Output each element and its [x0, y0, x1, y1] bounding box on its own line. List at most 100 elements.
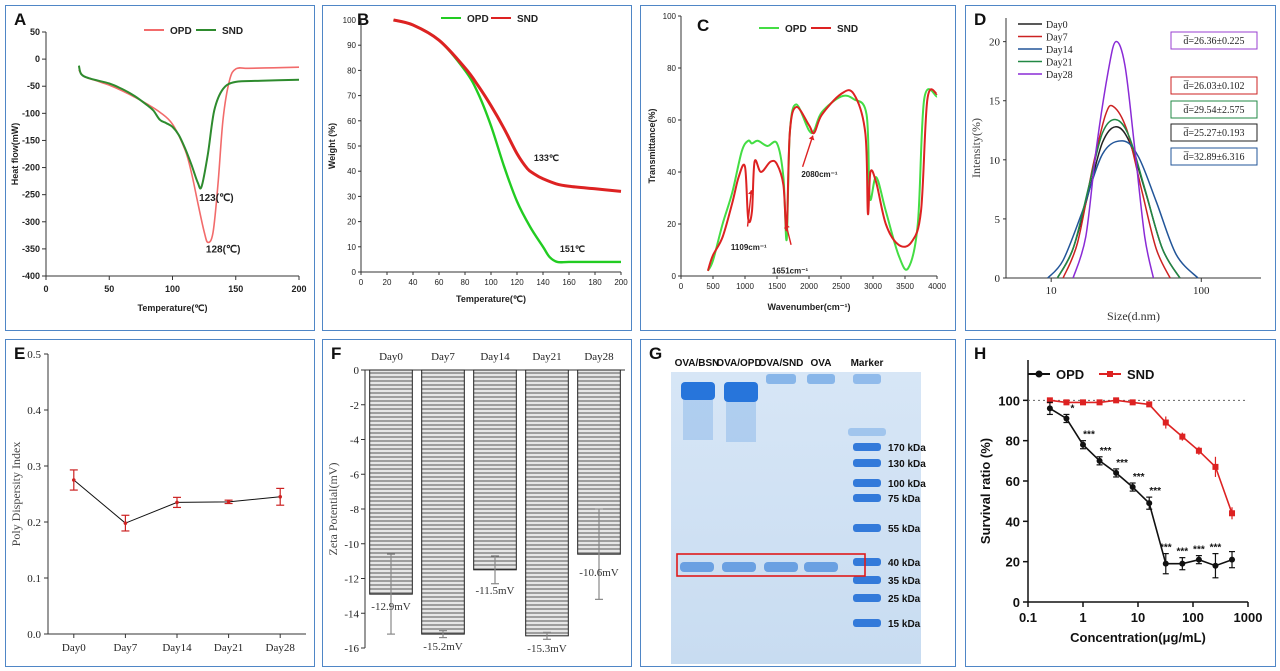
marker-band: [853, 443, 881, 451]
legend-label-day14: Day14: [1046, 45, 1073, 56]
y-tick-label: -16: [344, 643, 359, 655]
panel-h: H 0 20 40 60 80 100 0.1 1 10 100 1000 Concentration…: [965, 339, 1276, 667]
legend-label-day28: Day28: [1046, 70, 1073, 81]
y-tick-label: 40: [1006, 514, 1020, 529]
data-point: [226, 500, 231, 504]
x-tick-label: Day7: [113, 642, 137, 654]
x-category-label: Day0: [379, 351, 403, 363]
y-tick-label: 0: [995, 273, 1001, 285]
data-point-opd: [1046, 405, 1053, 412]
band-40kda: [680, 562, 714, 572]
legend-label: OPD: [785, 24, 807, 35]
data-point-opd: [1113, 469, 1120, 476]
series-line-snd: [77, 65, 300, 190]
y-tick-label: 100: [663, 12, 677, 21]
legend-label: OPD: [467, 14, 489, 25]
stats-box-text: d̅=26.03±0.102: [1183, 80, 1244, 92]
data-point-snd: [1162, 419, 1169, 426]
y-tick-label: 0: [352, 268, 357, 277]
series-line-opd: [393, 18, 621, 264]
series-line-opd: [1049, 407, 1233, 567]
x-tick-label: 10: [1131, 610, 1145, 625]
band-ova-bsn-top: [681, 382, 715, 400]
legend-label: SND: [1127, 367, 1154, 382]
data-point-opd: [1063, 415, 1070, 422]
x-tick-label: 100: [1182, 610, 1204, 625]
y-tick-label: 80: [667, 64, 676, 73]
y-axis-title: Poly Dispersity Index: [9, 442, 23, 547]
x-tick-label: Day14: [162, 642, 192, 654]
y-tick-label: 0.3: [27, 461, 41, 473]
legend-label-day7: Day7: [1046, 33, 1068, 44]
y-tick-label: 0: [35, 54, 40, 64]
chart-a: 500-50-100-150-200-250-300-350-4000 50 100…: [10, 26, 307, 313]
data-point-opd: [1195, 556, 1202, 563]
marker-band: [853, 576, 881, 584]
y-tick-label: -50: [27, 81, 40, 91]
y-tick-label: 70: [347, 92, 356, 101]
data-point-opd: [1096, 457, 1103, 464]
stats-box-frame: [1170, 147, 1258, 166]
arrow-1109: [746, 190, 753, 227]
x-tick-label: 1: [1079, 610, 1086, 625]
marker-band: [853, 459, 881, 467]
lane-label: OVA/SND: [759, 358, 804, 369]
x-tick-label: 2500: [832, 282, 850, 291]
x-tick-label: 100: [1193, 285, 1210, 297]
y-tick-label: -4: [350, 435, 360, 447]
y-tick-label: 40: [347, 167, 356, 176]
marker-label: 55 kDa: [888, 524, 921, 535]
panel-label-d: D: [974, 10, 987, 29]
lane-label: Marker: [851, 358, 884, 369]
data-point-snd: [1195, 447, 1202, 454]
legend-item-snd: SND: [196, 26, 243, 37]
y-tick-label: 20: [989, 37, 1001, 49]
well-ova: [807, 374, 835, 384]
x-tick-label: 2000: [800, 282, 818, 291]
y-tick-label: 0: [1013, 595, 1020, 610]
legend-item-opd: OPD: [759, 24, 807, 35]
legend-label: OPD: [1056, 367, 1084, 382]
series-line-day14: [1047, 140, 1199, 279]
panel-label-h: H: [974, 344, 987, 363]
data-point-opd: [1129, 484, 1136, 491]
y-tick-label: -400: [22, 271, 40, 281]
y-tick-label: 0.4: [27, 405, 41, 417]
value-label: -11.5mV: [475, 585, 514, 597]
x-tick-label: 0.1: [1019, 610, 1037, 625]
y-tick-label: -6: [350, 469, 360, 481]
stats-box-frame: [1170, 31, 1258, 50]
value-label: -10.6mV: [579, 567, 618, 579]
y-tick-label: 60: [347, 117, 356, 126]
chart-b: 0 10 20 30 40 50 60 70 80 90 100 0 20 40 60 80 100 120 140…: [327, 14, 628, 304]
arrow-2080: [801, 135, 814, 168]
panel-label-c: C: [697, 16, 710, 35]
series-line-snd: [706, 88, 938, 272]
data-point-opd: [1179, 560, 1186, 567]
x-tick-label: 20: [383, 278, 392, 287]
stats-box-frame: [1170, 76, 1258, 95]
y-tick-label: -2: [350, 400, 359, 412]
x-tick-label: 140: [536, 278, 550, 287]
marker-label: 170 kDa: [888, 443, 926, 454]
y-axis-title: Transmittance(%): [647, 108, 657, 183]
data-point: [175, 500, 179, 505]
x-tick-label: 200: [291, 284, 306, 294]
legend-item-opd: OPD: [1028, 367, 1084, 382]
series-line-snd: [393, 18, 622, 193]
y-tick-label: 15: [989, 96, 1001, 108]
marker-label: 75 kDa: [888, 494, 921, 505]
y-tick-label: 40: [667, 168, 676, 177]
annotation-1651: 1651cm⁻¹: [772, 266, 809, 275]
x-tick-label: 180: [588, 278, 602, 287]
data-point-opd: [1080, 441, 1086, 448]
chart-h: 0 20 40 60 80 100 0.1 1 10 100 1000 Concentration(μ…: [978, 360, 1262, 645]
y-tick-label: 80: [1006, 434, 1020, 449]
panel-d: D 0 5 10 15 20 10 100 Size(d.nm) Intensity(%) Day…: [965, 5, 1276, 331]
significance-mark: *: [1070, 403, 1074, 414]
marker-band: [853, 524, 881, 532]
panel-g: G OVA/BSN OVA/OPD OVA/SND OVA Marker 170 kDa 1…: [640, 339, 956, 667]
y-axis-title: Intensity(%): [969, 118, 983, 178]
series-line-day7: [1062, 104, 1171, 279]
